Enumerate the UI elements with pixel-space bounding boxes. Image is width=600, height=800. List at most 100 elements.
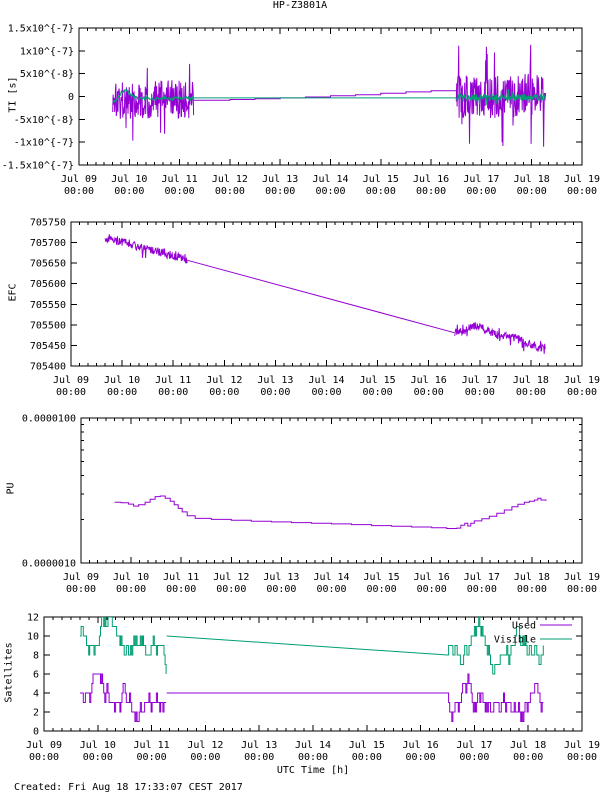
- x-tick-label-time: 00:00: [116, 584, 146, 595]
- x-tick-label-time: 00:00: [166, 584, 196, 595]
- series-efc-line: [454, 322, 546, 354]
- x-tick-label-time: 00:00: [266, 584, 296, 595]
- x-tick-label-day: Jul 17: [456, 740, 492, 751]
- x-tick-label-time: 00:00: [216, 584, 246, 595]
- series-visible-line: [447, 617, 544, 675]
- y-tick-label: 705600: [30, 279, 66, 290]
- x-tick-label-day: Jul 15: [360, 375, 396, 386]
- x-tick-label-time: 00:00: [311, 387, 341, 398]
- y-axis-label-pu: PU: [5, 482, 17, 495]
- x-tick-label-time: 00:00: [352, 752, 382, 763]
- x-tick-label-day: Jul 19: [564, 572, 600, 583]
- x-tick-label-time: 00:00: [83, 752, 113, 763]
- x-tick-label-day: Jul 13: [263, 572, 299, 583]
- x-tick-label-day: Jul 15: [364, 572, 400, 583]
- series-used-line: [447, 673, 544, 722]
- y-tick-label: 5x10^{-8}: [20, 69, 74, 80]
- x-tick-label-time: 00:00: [260, 387, 290, 398]
- x-tick-label-day: Jul 15: [349, 740, 385, 751]
- series-ti-raw-line: [112, 63, 195, 141]
- x-tick-label-day: Jul 10: [80, 740, 116, 751]
- x-tick-label-day: Jul 13: [241, 740, 277, 751]
- x-tick-label-time: 00:00: [158, 387, 188, 398]
- x-tick-label-time: 00:00: [417, 584, 447, 595]
- y-tick-label: 6: [33, 670, 39, 681]
- series-ti-smoothed-line: [112, 87, 195, 104]
- x-tick-label-time: 00:00: [567, 752, 597, 763]
- x-tick-label-day: Jul 14: [313, 572, 349, 583]
- series-pu-line: [114, 495, 547, 529]
- x-tick-label-time: 00:00: [517, 584, 547, 595]
- x-tick-label-time: 00:00: [406, 752, 436, 763]
- x-tick-label-day: Jul 14: [312, 174, 348, 185]
- x-tick-label-time: 00:00: [513, 752, 543, 763]
- x-axis-label: UTC Time [h]: [276, 765, 350, 776]
- y-tick-label: 12: [27, 613, 39, 624]
- y-axis-label-ti: TI [s]: [7, 76, 19, 113]
- series-efc-line: [187, 259, 455, 334]
- x-tick-label-day: Jul 12: [187, 740, 223, 751]
- x-tick-label-day: Jul 13: [257, 375, 293, 386]
- series-ti-smoothed-line: [455, 89, 547, 106]
- x-tick-label-day: Jul 11: [155, 375, 191, 386]
- y-tick-label: 705750: [30, 218, 66, 229]
- x-tick-label-day: Jul 18: [514, 174, 550, 185]
- x-tick-label-time: 00:00: [466, 186, 496, 197]
- axis-frame-and-ticks: [70, 221, 583, 367]
- axis-frame-and-ticks: [78, 27, 583, 166]
- x-tick-label-time: 00:00: [165, 186, 195, 197]
- x-tick-label-time: 00:00: [316, 584, 346, 595]
- x-tick-label-time: 00:00: [298, 752, 328, 763]
- x-tick-label-time: 00:00: [244, 752, 274, 763]
- x-tick-label-day: Jul 19: [564, 740, 600, 751]
- x-tick-label-time: 00:00: [459, 752, 489, 763]
- panel-efc: 705750 705700 705650 705600 705550 705500 7054…: [30, 218, 600, 399]
- x-tick-label-day: Jul 14: [308, 375, 344, 386]
- x-tick-label-time: 00:00: [567, 186, 597, 197]
- x-tick-label-time: 00:00: [516, 387, 546, 398]
- y-tick-label: 1x10^{-7}: [20, 46, 74, 57]
- x-tick-label-time: 00:00: [517, 186, 547, 197]
- x-tick-label-time: 00:00: [137, 752, 167, 763]
- y-tick-label: 0: [68, 92, 74, 103]
- x-tick-label-time: 00:00: [215, 186, 245, 197]
- series-efc-line: [104, 234, 188, 264]
- x-tick-label-time: 00:00: [265, 186, 295, 197]
- x-tick-label-day: Jul 19: [564, 375, 600, 386]
- x-tick-label-day: Jul 17: [462, 375, 498, 386]
- x-tick-label-day: Jul 16: [411, 375, 447, 386]
- panel-ti: 1.5x10^{-7} 1x10^{-7} 5x10^{-8} 0 -5x10^{-8}…: [2, 24, 600, 198]
- y-tick-label: 4: [33, 689, 39, 700]
- y-tick-label: 705400: [30, 362, 66, 373]
- x-tick-label-time: 00:00: [29, 752, 59, 763]
- x-tick-label-time: 00:00: [56, 387, 86, 398]
- x-tick-label-day: Jul 09: [61, 174, 97, 185]
- x-tick-label-day: Jul 15: [363, 174, 399, 185]
- x-tick-label-time: 00:00: [467, 584, 497, 595]
- x-tick-label-time: 00:00: [315, 186, 345, 197]
- x-tick-label-time: 00:00: [66, 584, 96, 595]
- x-tick-label-time: 00:00: [363, 387, 393, 398]
- y-tick-label: 2: [33, 708, 39, 719]
- x-tick-label-day: Jul 19: [564, 174, 600, 185]
- x-tick-label-time: 00:00: [209, 387, 239, 398]
- x-tick-label-day: Jul 12: [213, 572, 249, 583]
- y-tick-label: 1.5x10^{-7}: [8, 24, 74, 35]
- x-tick-label-time: 00:00: [366, 186, 396, 197]
- y-tick-label: 705500: [30, 320, 66, 331]
- x-tick-label-day: Jul 11: [134, 740, 170, 751]
- x-tick-label-day: Jul 17: [463, 174, 499, 185]
- y-tick-label: -1x10^{-7}: [14, 138, 74, 149]
- series-visible-line: [166, 635, 448, 656]
- x-tick-label-time: 00:00: [367, 584, 397, 595]
- x-tick-label-day: Jul 11: [162, 174, 198, 185]
- y-tick-label: -1.5x10^{-7}: [2, 161, 74, 172]
- series-used-line: [80, 673, 167, 722]
- x-tick-label-day: Jul 18: [514, 572, 550, 583]
- x-tick-label-time: 00:00: [114, 186, 144, 197]
- x-tick-label-time: 00:00: [465, 387, 495, 398]
- x-tick-label-time: 00:00: [64, 186, 94, 197]
- y-tick-label: 0.0000100: [22, 414, 76, 425]
